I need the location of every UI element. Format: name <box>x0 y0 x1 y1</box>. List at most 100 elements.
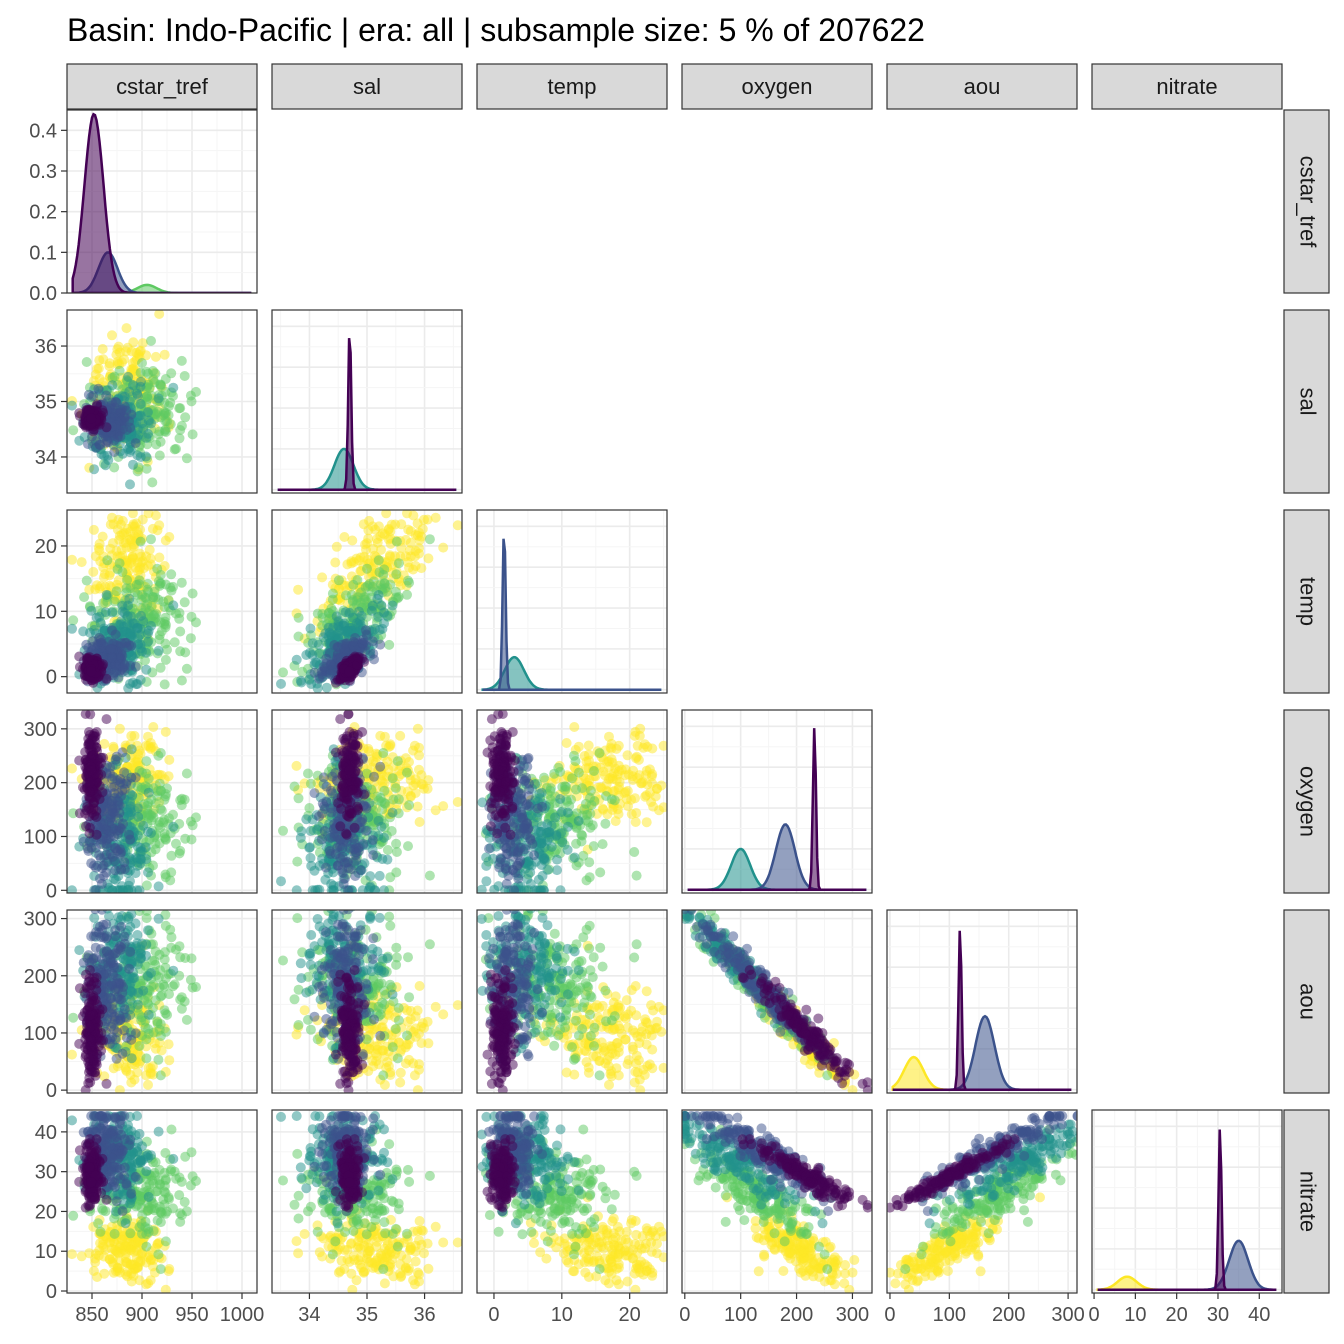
scatter-point <box>347 738 358 749</box>
scatter-point <box>307 638 318 649</box>
scatter-point <box>414 817 425 827</box>
panel-cstar_tref-vs-cstar_tref <box>66 109 258 294</box>
scatter-point <box>179 597 190 608</box>
scatter-point <box>584 774 595 785</box>
scatter-point <box>166 569 177 580</box>
scatter-point <box>337 843 348 854</box>
panel-temp-vs-cstar_tref <box>66 509 258 694</box>
scatter-point <box>293 793 304 804</box>
scatter-point <box>382 556 393 567</box>
scatter-point <box>632 740 643 751</box>
scatter-point <box>109 371 120 382</box>
scatter-point <box>160 535 171 546</box>
scatter-point <box>417 523 428 534</box>
panel-border <box>271 509 463 694</box>
scatter-point <box>601 779 612 790</box>
scatter-point <box>305 778 316 789</box>
scatter-point <box>141 880 152 891</box>
scatter-point <box>382 854 393 865</box>
scatter-point <box>100 460 111 471</box>
scatter-point <box>166 585 177 596</box>
scatter-point <box>141 451 151 462</box>
scatter-point <box>402 589 412 600</box>
strip-top-aou: aou <box>886 63 1078 110</box>
scatter-point <box>150 351 161 362</box>
scatter-point <box>631 870 642 881</box>
density-curve <box>277 337 457 491</box>
scatter-point <box>631 751 642 762</box>
scatter-point <box>412 530 423 541</box>
scatter-point <box>331 541 342 552</box>
scatter-point <box>159 619 170 629</box>
scatter-point <box>164 754 175 765</box>
scatter-point <box>452 797 462 807</box>
scatter-point <box>122 523 133 534</box>
scatter-point <box>81 805 92 816</box>
scatter-point <box>144 809 155 820</box>
scatter-point <box>349 822 360 833</box>
scatter-point <box>555 885 566 893</box>
scatter-point <box>143 773 154 784</box>
scatter-point <box>542 864 553 875</box>
scatter-point <box>412 723 423 734</box>
scatter-point <box>359 592 370 603</box>
scatter-point <box>175 845 186 856</box>
scatter-point <box>110 659 121 670</box>
scatter-point <box>307 650 318 660</box>
scatter-point <box>153 393 164 404</box>
scatter-point <box>140 655 150 666</box>
scatter-point <box>146 828 156 838</box>
scatter-point <box>108 741 119 752</box>
scatter-point <box>562 844 573 855</box>
scatter-point <box>309 667 320 678</box>
scatter-point <box>291 885 302 893</box>
panel-border <box>271 309 463 494</box>
panel-oxygen-vs-temp <box>476 709 668 894</box>
scatter-point <box>148 722 159 732</box>
scatter-point <box>79 592 90 603</box>
scatter-point <box>392 756 403 767</box>
scatter-point <box>276 678 286 689</box>
scatter-point <box>159 794 170 805</box>
scatter-point <box>136 610 146 621</box>
scatter-point <box>102 555 113 566</box>
scatter-point <box>557 782 568 792</box>
scatter-point <box>309 659 320 670</box>
panel-content <box>481 538 662 691</box>
strip-top-box <box>66 63 258 110</box>
scatter-point <box>143 731 153 742</box>
scatter-point <box>335 821 346 832</box>
scatter-point <box>616 764 627 775</box>
scatter-point <box>402 786 413 797</box>
scatter-point <box>348 640 359 651</box>
scatter-point <box>316 834 327 845</box>
scatter-point <box>352 659 363 670</box>
strip-right-box <box>1283 909 1330 1094</box>
scatter-point <box>481 852 492 863</box>
scatter-point <box>88 566 99 577</box>
scatter-point <box>597 839 608 850</box>
scatter-point <box>367 636 378 647</box>
scatter-point <box>141 432 152 443</box>
scatter-point <box>600 770 610 781</box>
scatter-point <box>135 748 146 759</box>
scatter-point <box>125 422 136 433</box>
scatter-point <box>367 521 378 532</box>
scatter-point <box>276 876 286 887</box>
scatter-point <box>291 654 302 665</box>
strip-layer: cstar_tref sal temp oxygen aou nitratecstar_t… <box>66 63 1330 1294</box>
scatter-point <box>584 857 595 868</box>
panel-content <box>67 310 201 490</box>
scatter-point <box>88 750 99 761</box>
scatter-point <box>416 770 427 781</box>
scatter-point <box>147 477 158 488</box>
density-curve <box>482 538 662 691</box>
scatter-point <box>155 662 166 673</box>
scatter-point <box>373 815 384 826</box>
scatter-point <box>305 852 316 863</box>
scatter-point <box>74 755 85 766</box>
scatter-point <box>387 600 398 611</box>
scatter-point <box>358 634 369 645</box>
strip-right-label: temp <box>1296 577 1321 626</box>
